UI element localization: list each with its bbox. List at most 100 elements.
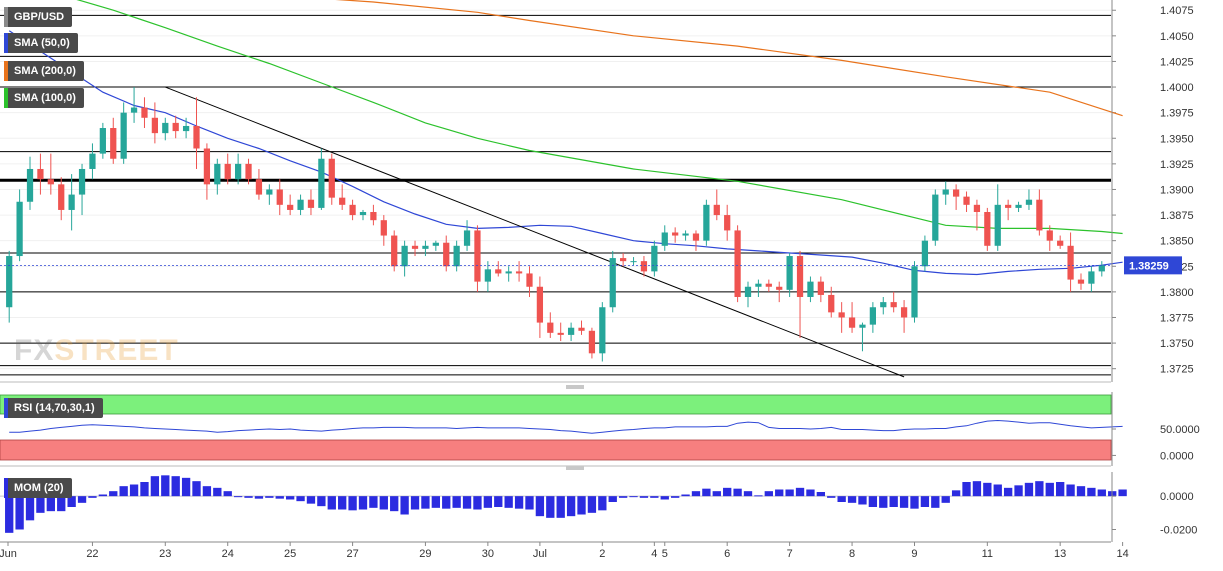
mom-tick-label-0: 0.0000 — [1160, 491, 1194, 503]
candle-body — [952, 189, 960, 197]
candle-body — [932, 194, 939, 241]
candle-body — [297, 199, 304, 210]
mom-bar — [775, 489, 784, 497]
candle — [807, 276, 814, 303]
symbol-tag[interactable]: GBP/USD — [4, 7, 73, 27]
sma100-tag[interactable]: SMA (100,0) — [4, 88, 84, 108]
price-tick-label-4: 1.3975 — [1160, 108, 1194, 120]
candle — [869, 302, 876, 333]
candle-body — [890, 302, 897, 308]
price-plot-area — [0, 0, 1111, 382]
rsi-panel[interactable]: 50.0000 0.0000 — [0, 392, 1200, 470]
candle — [859, 322, 866, 352]
mom-bar — [899, 496, 909, 508]
candle — [640, 256, 648, 277]
candle — [724, 204, 731, 241]
time-tick-label-13: 7 — [787, 548, 793, 560]
mom-bar — [566, 496, 576, 517]
candle — [744, 281, 752, 308]
mom-bar — [254, 496, 264, 499]
price-tick-label-0: 1.4075 — [1160, 5, 1194, 17]
mom-bar — [806, 489, 815, 497]
mom-bar — [233, 496, 243, 498]
mom-bar — [514, 496, 524, 509]
candle-body — [973, 204, 981, 212]
candle-body — [224, 163, 231, 180]
candle-body — [339, 197, 346, 205]
mom-bar — [795, 487, 805, 497]
mom-bar — [504, 496, 513, 508]
mom-bar — [639, 496, 649, 498]
time-tick-label-14: 8 — [849, 548, 855, 560]
candle — [1036, 189, 1043, 236]
candle-body — [99, 128, 106, 154]
momentum-panel[interactable]: 0.0000 -0.0200 — [0, 472, 1197, 543]
candle-body — [151, 117, 159, 134]
candle-body — [443, 242, 450, 267]
mom-bar — [764, 491, 773, 497]
candle — [1067, 232, 1074, 292]
candle — [16, 189, 23, 262]
candle-body — [796, 256, 804, 297]
candle — [994, 184, 1001, 251]
candle — [110, 117, 117, 164]
candle-body — [203, 148, 211, 185]
time-tick-label-8: Jul — [533, 548, 547, 560]
candle — [411, 240, 419, 257]
candle-body — [1025, 199, 1033, 205]
rsi-oversold-zone — [0, 439, 1112, 461]
sma50-tag[interactable]: SMA (50,0) — [4, 33, 78, 53]
candle-body — [1077, 279, 1085, 284]
candle — [151, 102, 159, 144]
mom-bar — [77, 496, 87, 503]
candle — [6, 250, 13, 323]
candle — [973, 199, 981, 231]
price-tick-label-1: 1.4050 — [1160, 31, 1194, 43]
mom-bar — [129, 484, 139, 497]
moving-average-line-1 — [335, 0, 1123, 117]
candle — [828, 286, 835, 318]
mom-label: MOM (20) — [14, 482, 64, 494]
candle — [89, 143, 96, 180]
last-price-badge — [1124, 256, 1182, 275]
mom-bar — [390, 496, 399, 512]
mom-bar — [931, 496, 940, 508]
price-tick-label-12: 1.3775 — [1160, 312, 1194, 324]
price-panel[interactable]: 1.4075 1.4050 1.4025 1.4000 1.3975 1.3950 1.39… — [0, 0, 1194, 389]
rsi-tag[interactable]: RSI (14,70,30,1) — [4, 398, 103, 418]
time-tick-label-3: 24 — [222, 548, 234, 560]
mom-bar — [535, 496, 545, 517]
candle-body — [807, 281, 814, 297]
sma200-tag[interactable]: SMA (200,0) — [4, 61, 84, 81]
candle-body — [703, 204, 710, 241]
mom-bar — [67, 496, 76, 507]
price-tick-label-11: 1.3800 — [1160, 287, 1194, 299]
candle — [495, 261, 502, 277]
mom-bar — [223, 491, 232, 497]
candle — [422, 240, 429, 257]
mom-bar — [452, 496, 461, 508]
candle — [172, 115, 179, 139]
candle-body — [78, 168, 86, 195]
candle — [692, 230, 700, 251]
candle-body — [1057, 240, 1064, 246]
mom-bar — [285, 496, 295, 500]
time-tick-label-6: 29 — [419, 548, 431, 560]
candle — [526, 266, 533, 297]
candle — [557, 322, 564, 342]
candle — [505, 266, 512, 282]
candle-body — [328, 158, 335, 198]
candle-body — [963, 196, 970, 205]
candle-body — [6, 256, 13, 308]
candle-body — [682, 233, 689, 236]
candle — [838, 302, 845, 333]
candle-body — [505, 271, 512, 274]
candle-body — [515, 271, 523, 274]
candle-body — [724, 215, 731, 231]
time-tick-label-7: 30 — [482, 548, 494, 560]
candle-body — [162, 122, 169, 134]
mom-swatch — [4, 478, 8, 498]
mom-tag[interactable]: MOM (20) — [4, 478, 72, 498]
candle — [1077, 273, 1085, 290]
